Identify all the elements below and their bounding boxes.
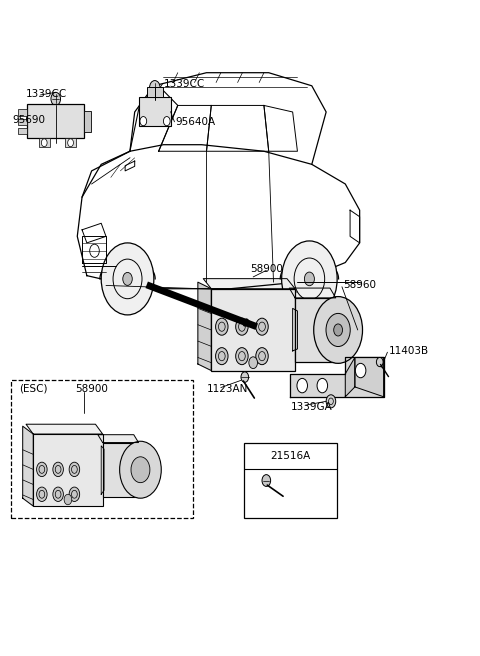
Polygon shape [101,446,104,494]
Bar [11,380,193,518]
Circle shape [262,475,271,486]
Circle shape [297,379,308,393]
Text: 21516A: 21516A [270,451,311,461]
Text: 95690: 95690 [12,115,46,125]
Polygon shape [345,358,355,397]
Text: 11403B: 11403B [388,346,429,356]
Circle shape [68,139,73,147]
Text: 1339GA: 1339GA [291,401,333,411]
Polygon shape [203,279,295,289]
Circle shape [236,348,248,365]
Bar [39,138,49,148]
Polygon shape [23,426,33,506]
Circle shape [41,139,47,147]
Circle shape [282,241,337,317]
Polygon shape [290,358,384,397]
Bar [84,111,91,132]
Text: 1123AN: 1123AN [206,384,248,394]
Circle shape [131,457,150,483]
Circle shape [304,272,314,286]
Circle shape [317,379,327,393]
Circle shape [376,358,383,367]
Circle shape [123,272,132,285]
Circle shape [120,441,161,498]
Circle shape [51,92,60,106]
Circle shape [326,395,336,408]
Circle shape [36,487,47,501]
Polygon shape [198,282,211,371]
Circle shape [249,357,257,369]
Bar [18,110,27,116]
Bar [18,119,27,125]
Bar [295,298,336,362]
Text: 58900: 58900 [250,264,283,274]
Polygon shape [289,288,336,298]
Bar [18,128,27,134]
Circle shape [355,363,366,378]
Text: 58900: 58900 [75,384,108,394]
Circle shape [314,297,362,363]
Circle shape [101,243,154,315]
Circle shape [216,318,228,335]
Circle shape [334,324,343,336]
Text: 1339CC: 1339CC [163,79,204,89]
Text: 95640A: 95640A [175,117,216,127]
Bar [147,87,163,97]
Bar [244,443,337,518]
Bar [103,443,139,497]
Circle shape [163,117,170,126]
Text: 58960: 58960 [343,281,376,291]
Circle shape [69,462,80,477]
Polygon shape [355,358,384,397]
Polygon shape [98,435,139,443]
Bar [27,104,84,138]
Circle shape [36,462,47,477]
Text: (ESC): (ESC) [19,384,48,394]
Bar [140,97,170,127]
Circle shape [64,494,72,504]
Circle shape [326,314,350,346]
Circle shape [256,348,268,365]
Circle shape [256,318,268,335]
Bar [211,289,295,371]
Circle shape [140,117,147,126]
Circle shape [150,81,160,95]
Polygon shape [293,308,298,351]
Circle shape [216,348,228,365]
Polygon shape [26,424,103,434]
Circle shape [241,372,249,382]
Circle shape [69,487,80,501]
Bar [65,138,76,148]
Bar [33,434,103,506]
Circle shape [53,462,63,477]
Circle shape [236,318,248,335]
Circle shape [53,487,63,501]
Text: 1339CC: 1339CC [26,89,67,98]
